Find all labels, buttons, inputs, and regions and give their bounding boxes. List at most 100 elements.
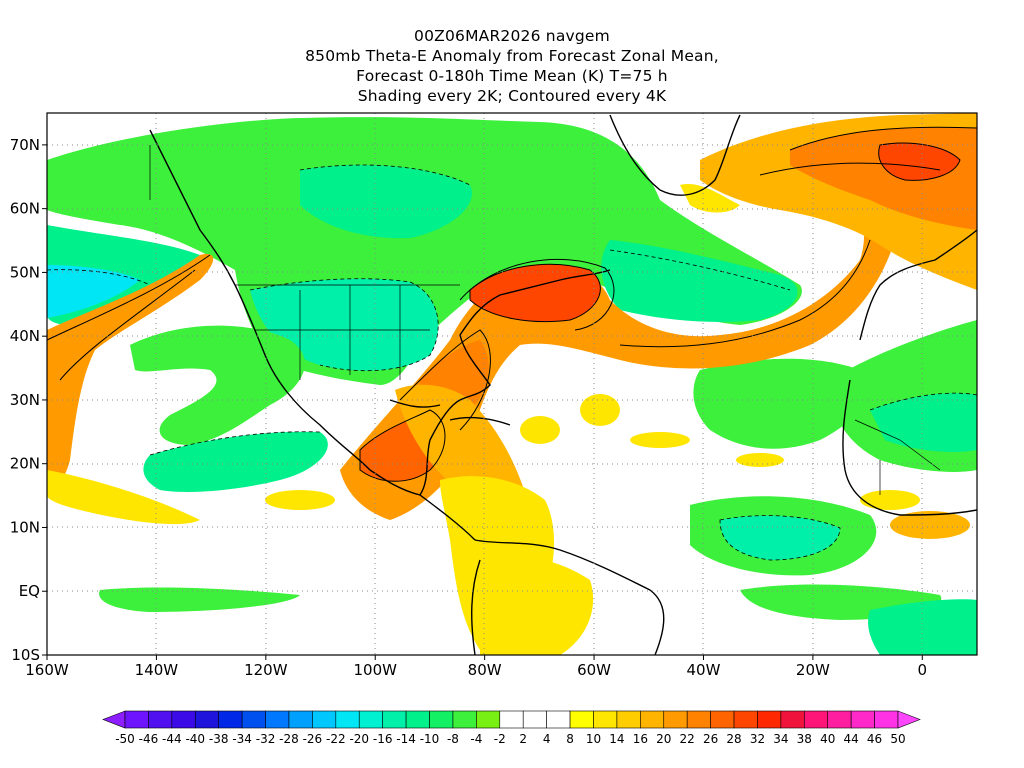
coastline-cuba: [449, 416, 511, 426]
lon-tick-label: 0: [918, 661, 928, 679]
warm-patch-pacific: [265, 490, 335, 510]
graticule: [47, 113, 977, 655]
colorbar-swatch: [499, 710, 524, 729]
colorbar-label: -4: [470, 732, 482, 746]
lon-tick-label: 60W: [577, 661, 611, 679]
cool-region-canada: [47, 117, 802, 385]
colorbar-label: 2: [519, 732, 527, 746]
colorbar-swatch: [405, 710, 430, 729]
lat-tick-label: 20N: [10, 455, 40, 473]
colorbar-swatch: [874, 710, 899, 729]
lat-axis: 70N 60N 50N 40N 30N 20N 10N EQ 10S: [10, 136, 47, 664]
colorbar-label: 34: [773, 732, 788, 746]
lon-tick-label: 140W: [135, 661, 179, 679]
cool-swirl-pacific-south: [143, 431, 328, 492]
colorbar: -50 -46 -44 -40 -38 -34 -32 -28 -26 -22 -20 -16 -14-…: [102, 710, 921, 746]
lat-tick-label: 40N: [10, 327, 40, 345]
colorbar-arrow-high: [897, 710, 921, 729]
coastline-north-america-west: [149, 129, 371, 471]
colorbar-label: 8: [566, 732, 574, 746]
colorbar-label: 14: [609, 732, 624, 746]
colorbar-label: 10: [586, 732, 601, 746]
colorbar-label: -34: [232, 732, 252, 746]
colorbar-label: -28: [279, 732, 299, 746]
colorbar-swatch: [733, 710, 758, 729]
colorbar-swatch: [265, 710, 290, 729]
coastline-europe: [859, 229, 977, 341]
colorbar-swatch: [850, 710, 875, 729]
cool-core-pacific: [47, 265, 140, 318]
colorbar-label: 46: [867, 732, 882, 746]
colorbar-swatch: [335, 710, 360, 729]
title-variable: 850mb Theta-E Anomaly from Forecast Zona…: [305, 47, 719, 65]
lon-tick-label: 100W: [354, 661, 398, 679]
colorbar-label: -16: [373, 732, 393, 746]
colorbar-swatch: [218, 710, 243, 729]
warm-patch-atlantic-1: [580, 394, 620, 426]
political-borders: [149, 145, 941, 495]
colorbar-swatch: [827, 710, 852, 729]
colorbar-swatch: [757, 710, 782, 729]
coastline-north-america-east: [369, 269, 611, 496]
colorbar-label: 50: [890, 732, 905, 746]
colorbar-swatch: [312, 710, 337, 729]
colorbar-swatch: [148, 710, 173, 729]
title-block: 00Z06MAR2026 navgem 850mb Theta-E Anomal…: [0, 26, 1024, 106]
warm-patch-tropics: [520, 416, 560, 444]
colorbar-swatch: [640, 710, 665, 729]
colorbar-swatch: [194, 710, 219, 729]
colorbar-swatch: [804, 710, 829, 729]
title-date-model: 00Z06MAR2026 navgem: [414, 27, 610, 45]
colorbar-swatch: [429, 710, 454, 729]
colorbar-swatch: [288, 710, 313, 729]
colorbar-swatch: [663, 710, 688, 729]
warm-patch-atlantic-2: [630, 432, 690, 448]
coastline-gulf: [389, 399, 441, 408]
warm-band-subtropical-pacific: [47, 470, 200, 525]
colorbar-label: -44: [162, 732, 182, 746]
colorbar-label: -14: [396, 732, 416, 746]
colorbar-swatch: [452, 710, 477, 729]
cool-core-canada: [300, 165, 472, 239]
colorbar-arrow-low: [102, 710, 126, 729]
lat-tick-label: 60N: [10, 200, 40, 218]
lat-tick-label: EQ: [19, 582, 40, 600]
colorbar-swatch: [382, 710, 407, 729]
colorbar-label: -46: [139, 732, 159, 746]
colorbar-label: -26: [303, 732, 323, 746]
colorbar-label: 16: [633, 732, 648, 746]
lon-tick-label: 20W: [796, 661, 830, 679]
coastline-south-america: [474, 539, 665, 655]
warm-patch-africa-coast: [890, 511, 970, 539]
colorbar-label: 28: [726, 732, 741, 746]
map-frame: [46, 112, 978, 656]
colorbar-swatch: [546, 710, 571, 729]
colorbar-swatch: [569, 710, 594, 729]
colorbar-label: 32: [750, 732, 765, 746]
colorbar-label: 40: [820, 732, 835, 746]
lat-tick-label: 10S: [11, 646, 40, 664]
negative-contour-lines: [47, 164, 977, 561]
colorbar-label: -2: [494, 732, 506, 746]
coastline-central-america: [419, 494, 476, 541]
colorbar-label: 20: [656, 732, 671, 746]
warm-patch-atlantic-3: [736, 453, 784, 467]
colorbar-label: 4: [543, 732, 551, 746]
lat-tick-label: 50N: [10, 263, 40, 281]
title-shading-info: Shading every 2K; Contoured every 4K: [357, 87, 667, 105]
warm-patch-south-america: [480, 556, 594, 655]
colorbar-swatch: [616, 710, 641, 729]
colorbar-swatch: [476, 710, 501, 729]
cool-strip-equator: [99, 587, 300, 612]
warm-patch-west-africa: [860, 490, 920, 510]
coastline-africa: [842, 379, 977, 516]
hot-core-norway: [878, 143, 960, 181]
warm-plume-atlantic-river: [340, 179, 900, 520]
coastline-greenland: [609, 114, 741, 196]
colorbar-label: 44: [844, 732, 859, 746]
title-forecast-range: Forecast 0-180h Time Mean (K) T=75 h: [356, 67, 668, 85]
cool-region-atlantic-central: [693, 358, 868, 449]
lon-tick-label: 120W: [244, 661, 288, 679]
lon-axis: 160W 140W 120W 100W 80W 60W 40W 20W 0: [25, 655, 927, 679]
